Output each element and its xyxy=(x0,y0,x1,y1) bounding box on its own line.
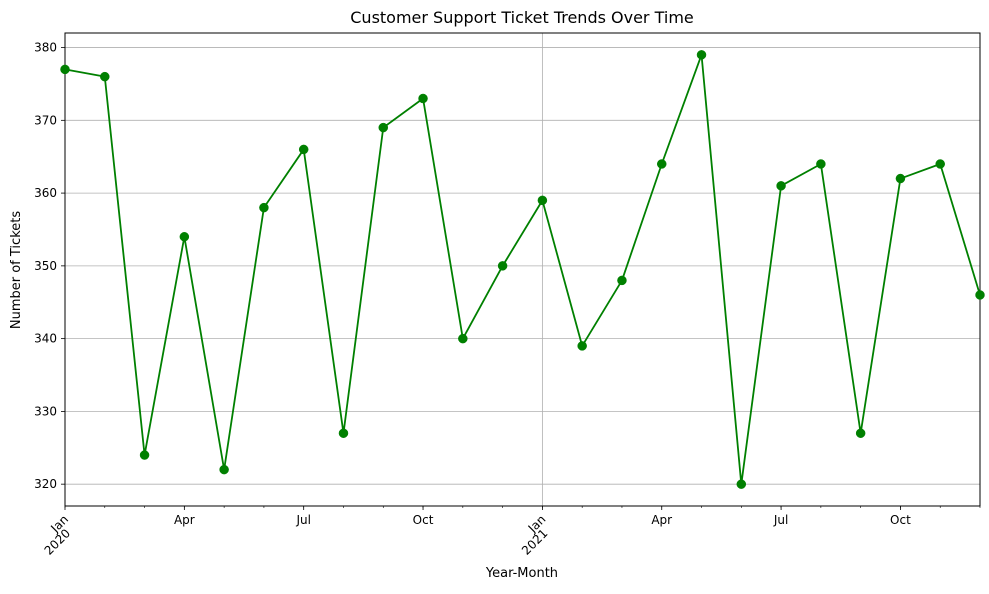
x-tick-label: Oct xyxy=(413,513,434,527)
data-point xyxy=(418,93,428,104)
data-point xyxy=(458,333,468,344)
data-point xyxy=(100,71,110,82)
data-point xyxy=(378,122,389,133)
data-point xyxy=(338,428,349,438)
plot-frame xyxy=(64,32,981,507)
y-tick-label: 380 xyxy=(34,41,57,55)
y-axis-label: Number of Tickets xyxy=(9,211,24,329)
grid-layer xyxy=(64,33,980,506)
label-layer: Customer Support Ticket Trends Over Time… xyxy=(9,8,694,581)
x-axis-label: Year-Month xyxy=(485,566,558,581)
x-tick-label: Jul xyxy=(295,513,310,527)
data-point xyxy=(179,232,190,242)
data-point xyxy=(895,173,906,184)
data-point xyxy=(617,275,627,286)
series-layer xyxy=(60,50,985,489)
chart-title: Customer Support Ticket Trends Over Time xyxy=(350,8,694,27)
data-point xyxy=(696,50,707,60)
x-tick-label: Oct xyxy=(890,513,911,527)
data-point xyxy=(139,450,150,460)
y-tick-label: 330 xyxy=(34,404,57,418)
x-tick-label: Jul xyxy=(773,513,788,527)
x-tick-label: Apr xyxy=(174,513,195,527)
data-point xyxy=(816,159,826,169)
data-point xyxy=(975,290,985,300)
data-point xyxy=(736,479,747,489)
x-tick-year-label: 2020 xyxy=(42,526,73,557)
y-tick-label: 340 xyxy=(34,332,57,346)
data-point xyxy=(60,64,70,75)
y-tick-label: 360 xyxy=(34,186,57,200)
data-point xyxy=(855,428,866,438)
data-point xyxy=(656,159,667,169)
data-point xyxy=(259,202,269,213)
x-tick-label: Apr xyxy=(651,513,672,527)
data-point xyxy=(577,341,587,351)
y-tick-label: 370 xyxy=(34,113,57,127)
data-point xyxy=(497,261,508,271)
data-point xyxy=(935,159,945,169)
y-tick-label: 350 xyxy=(34,259,57,273)
y-tick-label: 320 xyxy=(34,477,57,491)
data-point xyxy=(537,195,548,206)
data-point xyxy=(776,181,786,191)
series-line xyxy=(64,53,981,486)
data-point xyxy=(219,464,229,475)
data-point xyxy=(298,144,309,155)
x-tick-year-label: 2021 xyxy=(519,526,550,557)
